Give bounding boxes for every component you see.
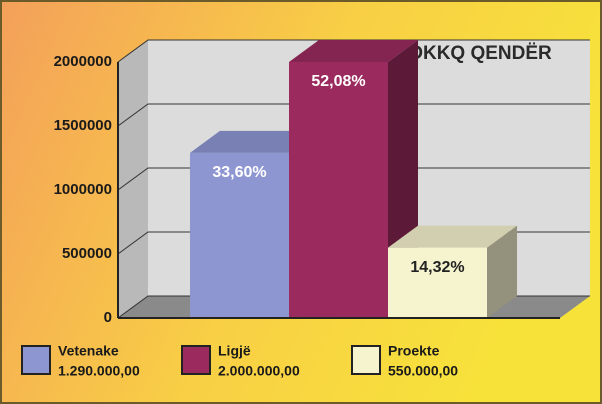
- y-tick-label: 500000: [62, 245, 112, 262]
- legend-label: Ligjë: [218, 343, 251, 359]
- data-label: 52,08%: [311, 73, 365, 90]
- legend-swatch: [351, 345, 381, 375]
- grid-line: [117, 39, 590, 63]
- legend-swatch: [21, 345, 51, 375]
- bar: [388, 247, 487, 318]
- bar: [190, 152, 289, 318]
- legend-value: 550.000,00: [388, 363, 458, 379]
- bar-side: [487, 225, 517, 318]
- y-tick-label: 1000000: [54, 181, 112, 198]
- legend-label: Proekte: [388, 343, 440, 359]
- legend-value: 2.000.000,00: [218, 363, 300, 379]
- y-tick-label: 1500000: [54, 117, 112, 134]
- grid-line: [117, 167, 590, 191]
- data-label: 33,60%: [212, 164, 266, 181]
- data-label: 14,32%: [410, 259, 464, 276]
- grid-line: [117, 103, 590, 127]
- chart-title: OKKQ QENDËR: [408, 43, 552, 64]
- y-tick-label: 0: [104, 309, 112, 326]
- bar-top: [289, 40, 418, 62]
- legend-value: 1.290.000,00: [58, 363, 140, 379]
- bar: [289, 62, 388, 318]
- y-tick-label: 2000000: [54, 53, 112, 70]
- bar-top: [190, 130, 319, 153]
- legend-label: Vetenake: [58, 343, 119, 359]
- legend-swatch: [181, 345, 211, 375]
- bar-top: [388, 225, 517, 248]
